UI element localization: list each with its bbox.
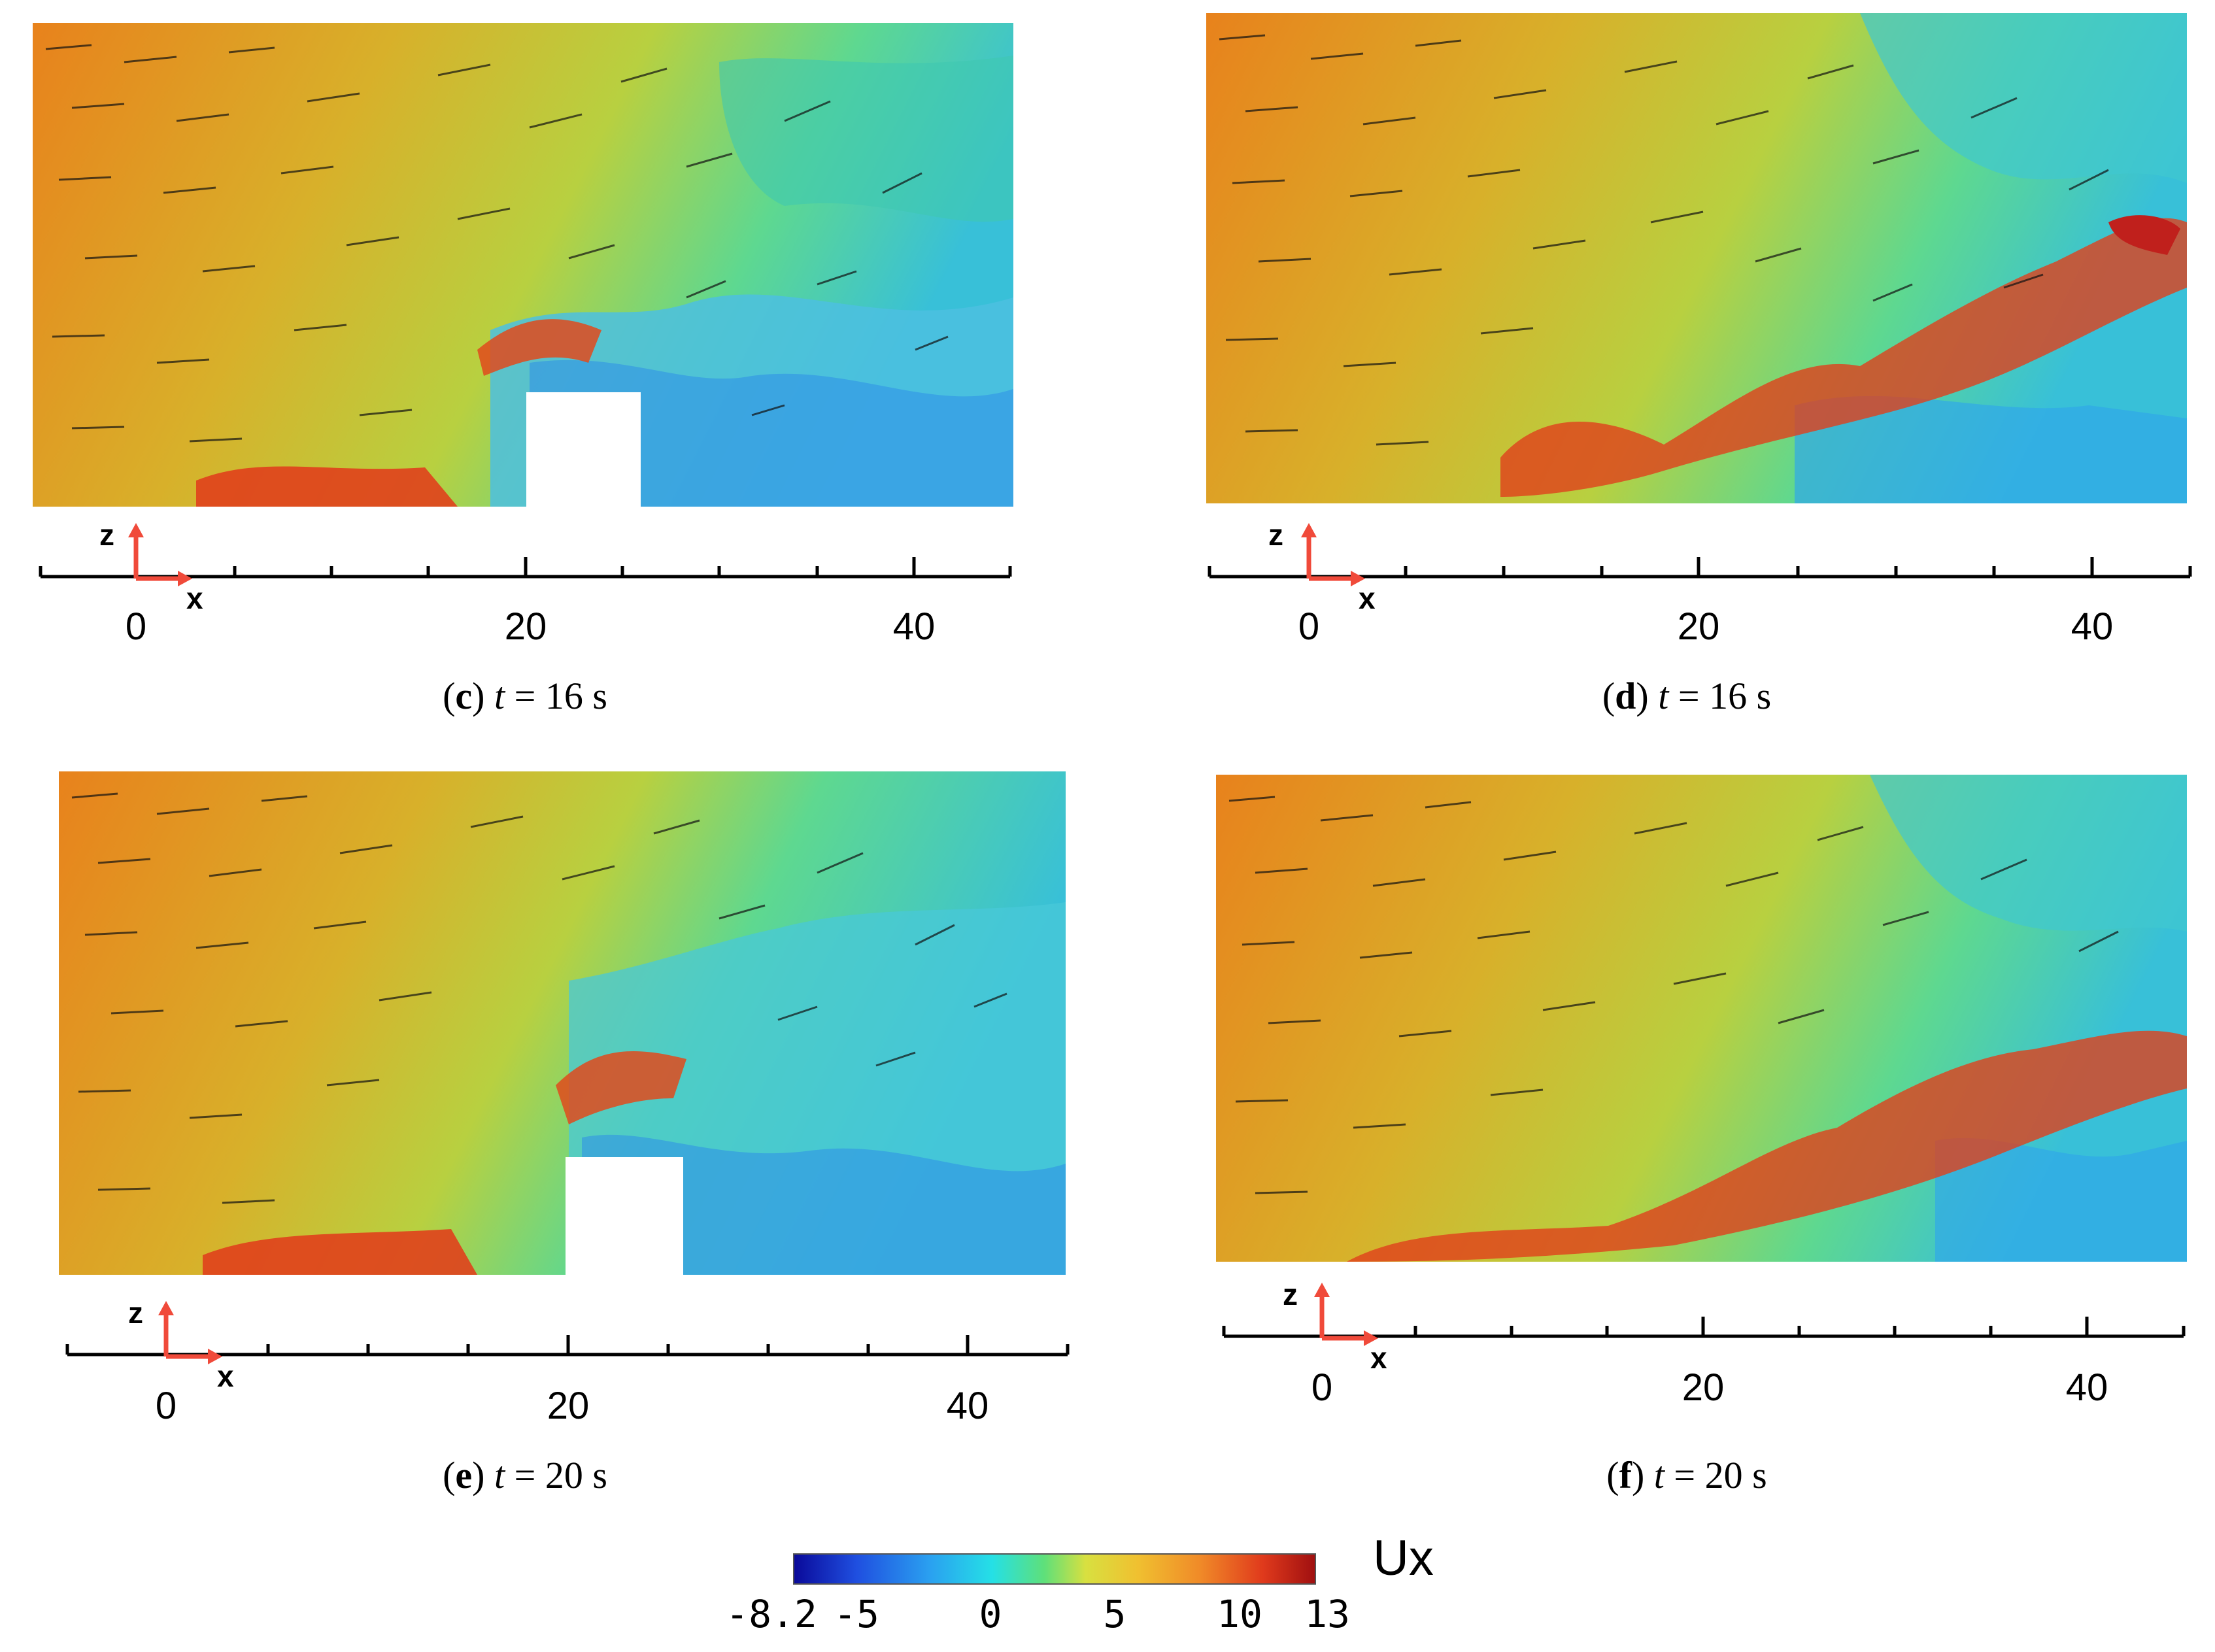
tick-label-c-40: 40 [892, 605, 936, 648]
obstacle-block-e [566, 1157, 683, 1275]
tick-label-c-20: 20 [504, 605, 547, 648]
colorbar-label-5: 5 [1103, 1592, 1126, 1636]
tick-label-f-40: 40 [2065, 1366, 2108, 1409]
colorbar-label-max: 13 [1304, 1592, 1350, 1636]
velocity-field-f [1216, 775, 2187, 1262]
z-axis-label-d: z [1268, 518, 1283, 552]
contour-plot-e [59, 771, 1066, 1275]
tick-label-e-20: 20 [547, 1385, 590, 1427]
x-axis-label-f: x [1370, 1341, 1387, 1375]
caption-c: (c) t = 16 s [443, 675, 607, 717]
tick-label-c-0: 0 [125, 605, 147, 648]
colorbar-title: Ux [1373, 1530, 1434, 1586]
colorbar-label-min: -8.2 [726, 1592, 817, 1636]
caption-d: (d) t = 16 s [1602, 675, 1772, 717]
tick-label-d-0: 0 [1298, 605, 1320, 648]
colorbar-label-minus5: -5 [834, 1592, 879, 1636]
tick-label-e-40: 40 [946, 1385, 989, 1427]
tick-label-f-0: 0 [1311, 1366, 1333, 1409]
x-axis-label-c: x [186, 581, 203, 615]
velocity-field-d [1206, 13, 2187, 503]
caption-f: (f) t = 20 s [1606, 1454, 1767, 1496]
caption-e: (e) t = 20 s [443, 1454, 607, 1496]
tick-label-d-40: 40 [2071, 605, 2114, 648]
contour-plot-c [33, 23, 1013, 507]
x-axis-label-e: x [217, 1359, 234, 1393]
z-axis-label-f: z [1283, 1277, 1298, 1311]
axis-triad-arrows [128, 523, 1378, 1364]
tick-label-f-20: 20 [1682, 1366, 1725, 1409]
obstacle-block-c [526, 392, 641, 507]
velocity-field-c [33, 23, 1013, 507]
z-axis-label-e: z [128, 1296, 143, 1330]
x-axis-label-d: x [1359, 581, 1376, 615]
tick-label-e-0: 0 [155, 1385, 177, 1427]
colorbar-label-0: 0 [979, 1592, 1002, 1636]
contour-plot-f [1216, 775, 2187, 1262]
colorbar [793, 1553, 1316, 1585]
tick-label-d-20: 20 [1677, 605, 1720, 648]
z-axis-label-c: z [99, 518, 114, 552]
velocity-field-e [59, 771, 1066, 1275]
colorbar-label-10: 10 [1217, 1592, 1262, 1636]
contour-plot-d [1206, 13, 2187, 503]
